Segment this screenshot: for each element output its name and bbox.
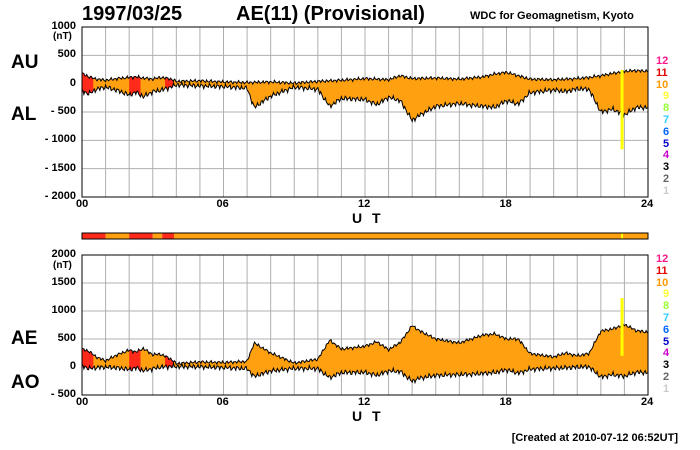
station-level-6: 6 (663, 323, 670, 336)
bottom-y-tick-label: 2000 (51, 248, 76, 260)
station-level-8: 8 (663, 102, 670, 115)
top-x-tick-label: 00 (76, 198, 89, 210)
station-bar-segment (173, 233, 648, 239)
bottom-series-ao (81, 361, 649, 385)
station-bar-segment (82, 233, 106, 239)
bottom-x-tick-label: 12 (358, 396, 371, 408)
station-bar-segment (162, 233, 174, 239)
top-y-tick-label: 0 (69, 76, 76, 89)
bottom-y-tick-label: 0 (69, 360, 76, 372)
top-y-tick-label: 500 (57, 48, 76, 61)
top-y-tick-label: - 2000 (44, 190, 76, 202)
bottom-x-tick-label: 18 (499, 396, 512, 408)
bottom-x-tick-label: 06 (216, 396, 229, 408)
station-level-4: 4 (663, 347, 670, 360)
station-level-7: 7 (663, 312, 670, 324)
bottom-x-tick-label: 24 (641, 396, 654, 408)
bottom-few-station-segment (82, 348, 94, 370)
station-bar-frame (81, 232, 649, 240)
station-level-8: 8 (663, 300, 670, 313)
top-few-station-segment (129, 75, 141, 97)
station-level-5: 5 (663, 137, 670, 150)
top-series-au (81, 68, 649, 86)
top-y-tick-label: - 1500 (44, 161, 76, 174)
top-y-tick-label: - 1000 (44, 133, 76, 146)
ae-label: AE (11, 328, 38, 349)
station-level-10: 10 (656, 276, 669, 289)
au-label: AU (11, 52, 39, 73)
station-level-9: 9 (663, 288, 670, 301)
bottom-y-tick-label: 1500 (51, 276, 76, 288)
bottom-unit-label: (nT) (53, 260, 72, 271)
bottom-x-axis-label: U T (352, 408, 384, 424)
bottom-y-tick-label: 1000 (51, 304, 76, 316)
station-level-11: 11 (656, 66, 668, 79)
station-level-1: 1 (663, 184, 670, 197)
index-title: AE(11) (Provisional) (236, 3, 425, 25)
station-level-11: 11 (656, 264, 668, 277)
ao-label: AO (11, 372, 40, 393)
station-level-10: 10 (656, 78, 669, 91)
station-level-3: 3 (663, 161, 670, 174)
top-x-tick-label: 06 (216, 198, 229, 210)
date-title: 1997/03/25 (82, 3, 183, 25)
top-few-station-segment (82, 72, 94, 95)
station-bar-segment (129, 233, 153, 239)
top-unit-label: (nT) (53, 31, 72, 42)
station-level-2: 2 (663, 173, 670, 185)
created-timestamp: [Created at 2010-07-12 06:52UT] (511, 432, 678, 444)
top-x-axis-label: U T (352, 210, 384, 226)
top-y-tick-label: 1000 (51, 20, 76, 32)
station-level-5: 5 (663, 335, 670, 348)
station-bar-segment (152, 233, 163, 239)
top-x-tick-label: 12 (358, 198, 371, 210)
top-x-tick-label: 24 (641, 198, 654, 210)
bottom-plot-frame (81, 254, 649, 396)
top-plot-frame (81, 26, 649, 198)
station-level-6: 6 (663, 125, 670, 138)
station-level-12: 12 (656, 55, 669, 67)
station-level-1: 1 (663, 382, 670, 395)
station-level-12: 12 (656, 253, 669, 265)
top-y-tick-label: - 500 (50, 105, 76, 117)
al-label: AL (11, 104, 37, 125)
station-level-9: 9 (663, 90, 670, 103)
station-level-7: 7 (663, 114, 670, 126)
bottom-few-station-segment (165, 355, 174, 370)
bottom-series-ae (81, 323, 649, 366)
station-bar-segment (105, 233, 130, 239)
bottom-y-tick-label: - 500 (50, 388, 76, 400)
top-x-tick-label: 18 (499, 198, 512, 210)
bottom-x-tick-label: 00 (76, 396, 89, 408)
station-level-2: 2 (663, 371, 670, 383)
top-series-al (81, 81, 649, 123)
source-label: WDC for Geomagnetism, Kyoto (470, 10, 634, 22)
station-level-3: 3 (663, 359, 670, 372)
station-level-4: 4 (663, 149, 670, 162)
bottom-y-tick-label: 500 (57, 332, 76, 344)
